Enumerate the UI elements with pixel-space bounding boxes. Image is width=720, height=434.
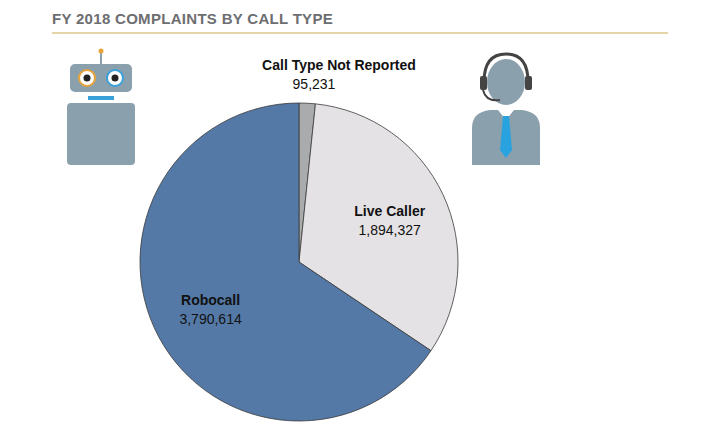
slice-value: 1,894,327	[359, 222, 421, 238]
robot-head	[70, 64, 132, 92]
robot-pupil	[112, 75, 119, 82]
robot-mouth	[88, 96, 114, 100]
robot-antenna-tip	[99, 49, 104, 54]
robot-antenna	[100, 52, 102, 64]
slice-value: 95,231	[293, 76, 336, 92]
slice-category: Call Type Not Reported	[262, 57, 416, 73]
robot-body	[67, 103, 135, 165]
robot-eye	[79, 70, 95, 86]
headset-ear	[480, 76, 487, 90]
headset-mic	[483, 90, 500, 100]
slice-category: Live Caller	[354, 203, 425, 219]
person-tie	[500, 116, 512, 158]
chart: FY 2018 COMPLAINTS BY CALL TYPE Call Type…	[0, 0, 720, 434]
slices	[140, 103, 458, 421]
title: FY 2018 COMPLAINTS BY CALL TYPE	[52, 10, 333, 27]
slice	[140, 103, 431, 421]
headset-ear	[525, 76, 532, 90]
headset-band	[484, 54, 528, 82]
person-icon	[472, 54, 540, 165]
robot-pupil	[84, 75, 91, 82]
labels: Call Type Not Reported 95,231 Live Caller 1…	[179, 57, 425, 327]
slice-value: 3,790,614	[179, 311, 241, 327]
slice-category: Robocall	[181, 292, 240, 308]
title-rule	[52, 33, 668, 34]
person-body	[472, 110, 540, 165]
robot-eye	[107, 70, 123, 86]
robot-icon	[67, 49, 135, 166]
